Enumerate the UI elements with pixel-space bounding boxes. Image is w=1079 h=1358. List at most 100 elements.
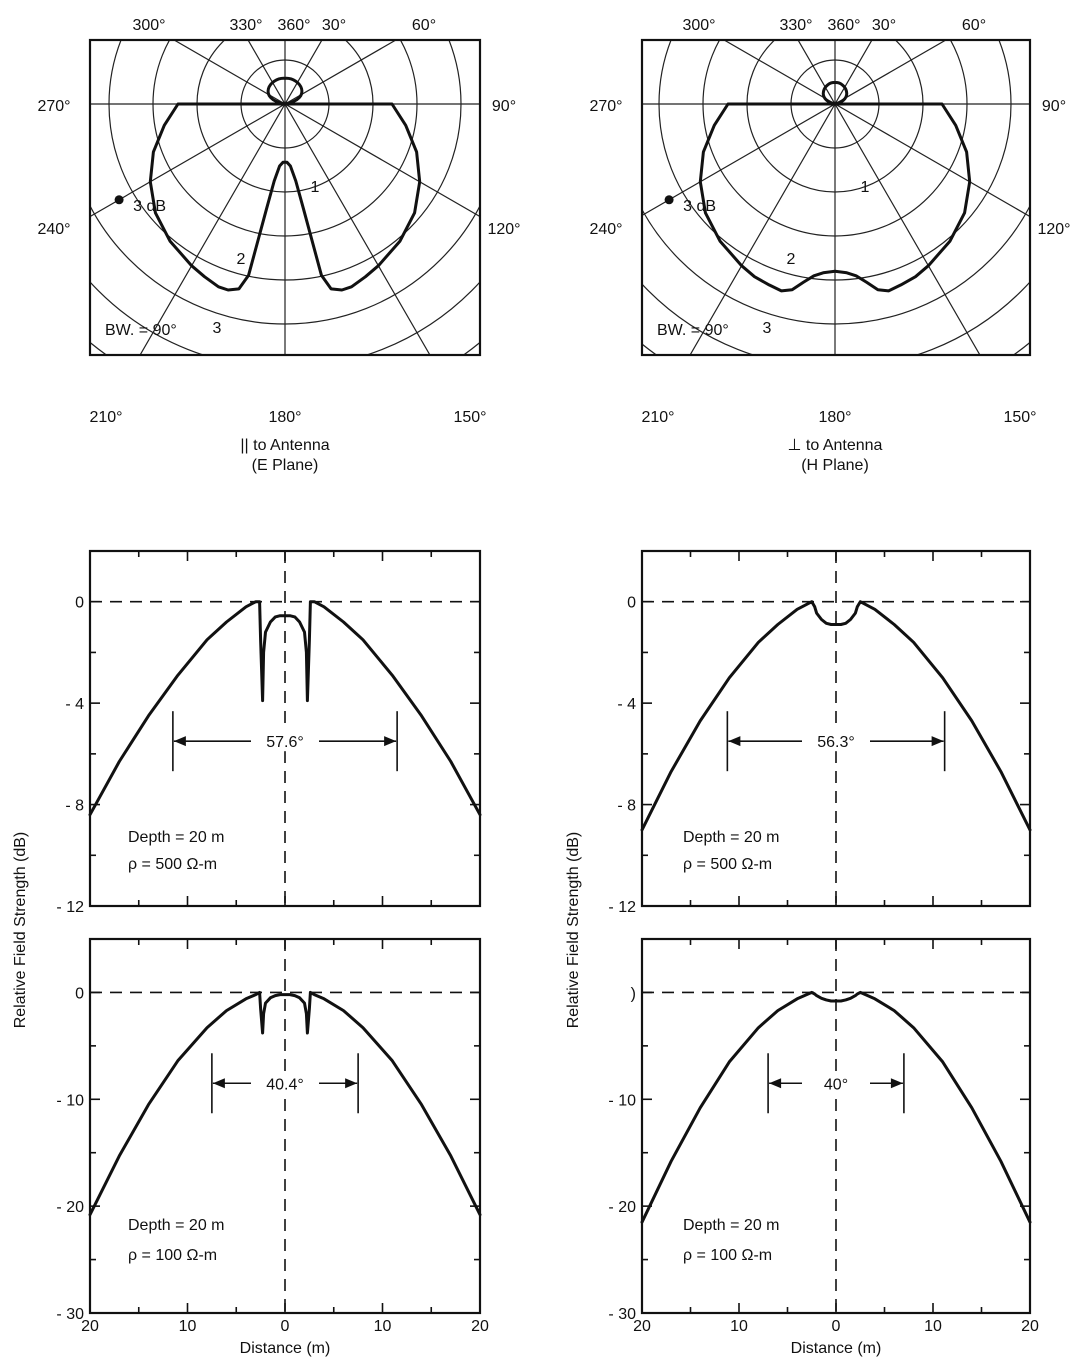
ring-label-2: 2 xyxy=(237,251,246,268)
x-tick-label: 10 xyxy=(924,1318,942,1335)
beamwidth-value: 56.3° xyxy=(817,734,855,751)
angle-label-30: 30° xyxy=(322,17,346,34)
annotation-bg xyxy=(124,1213,264,1267)
ring-label-3: 3 xyxy=(213,320,222,337)
angle-label-60: 60° xyxy=(962,17,986,34)
y-tick-label: - 10 xyxy=(608,1092,636,1109)
radiation-pattern-main-lobe xyxy=(698,102,972,293)
polar_e-grid xyxy=(0,0,637,456)
polar-grid-spoke xyxy=(139,40,323,355)
polar-grid-spoke xyxy=(689,40,873,355)
ring-label-1: 1 xyxy=(311,179,320,196)
angle-label-90: 90° xyxy=(1042,98,1066,115)
annotation-resistivity: ρ = 500 Ω-m xyxy=(128,856,217,873)
beamwidth-arrowhead-left xyxy=(769,1078,782,1089)
angle-label-150: 150° xyxy=(453,409,486,426)
polar_e-frame xyxy=(88,38,482,357)
angle-label-360: 360° xyxy=(827,17,860,34)
annotation-resistivity: ρ = 100 Ω-m xyxy=(683,1247,772,1264)
beamwidth-value: 40.4° xyxy=(266,1076,304,1093)
field-strength-curve xyxy=(640,990,1032,1224)
beamwidth-arrowhead-right xyxy=(384,736,397,747)
polar_h-grid xyxy=(439,0,1079,500)
annotation-depth: Depth = 20 m xyxy=(128,829,225,846)
plot-caption-orientation: || to Antenna xyxy=(240,437,329,454)
polar-grid-spoke xyxy=(90,40,398,218)
angle-label-150: 150° xyxy=(1003,409,1036,426)
polar_h-chart: 3 dB 1 2 3 BW. = 90° 300° 330° 360° 30° 60° 270° 90… xyxy=(439,0,1079,500)
three-db-marker xyxy=(664,195,674,205)
x-tick-label: 20 xyxy=(633,1318,651,1335)
radiation-pattern-back-lobe xyxy=(266,76,304,106)
beamwidth-arrowhead-left xyxy=(728,736,741,747)
angle-label-330: 330° xyxy=(229,17,262,34)
cut_h_100-chart: 40°Depth = 20 mρ = 100 Ω-m)- 10- 20- 302… xyxy=(608,937,1039,1357)
ring-label-1: 1 xyxy=(861,179,870,196)
ring-label-3: 3 xyxy=(763,320,772,337)
angle-label-120: 120° xyxy=(487,221,520,238)
annotation-resistivity: ρ = 100 Ω-m xyxy=(128,1247,217,1264)
cut_e_100-frame xyxy=(88,937,482,1315)
cut_e_500-frame xyxy=(88,549,482,908)
angle-label-120: 120° xyxy=(1037,221,1070,238)
y-tick-label: 0 xyxy=(75,595,84,612)
polar_e-chart: 3 dB 1 2 3 BW. = 90° 300° 330° 360° 30° 60° 270° 90… xyxy=(0,0,637,474)
y-tick-label: ) xyxy=(631,985,636,1002)
ring-label-2: 2 xyxy=(787,251,796,268)
x-tick-label: 10 xyxy=(374,1318,392,1335)
radiation-pattern-main-lobe xyxy=(148,102,422,292)
polar-grid-ring xyxy=(642,341,1030,355)
plot-caption-orientation: ⊥ to Antenna xyxy=(788,437,883,454)
x-tick-label: 10 xyxy=(730,1318,748,1335)
three-db-label: 3 dB xyxy=(683,198,716,215)
angle-label-270: 270° xyxy=(589,98,622,115)
beamwidth-value: 57.6° xyxy=(266,734,304,751)
plot-caption-plane: (H Plane) xyxy=(801,457,869,474)
cut_h_100-frame xyxy=(640,937,1032,1315)
polar-grid-spoke xyxy=(642,40,948,217)
annotation-bg xyxy=(124,825,264,876)
y-tick-label: - 20 xyxy=(608,1199,636,1216)
annotation-resistivity: ρ = 500 Ω-m xyxy=(683,856,772,873)
y-tick-label: - 30 xyxy=(608,1306,636,1323)
annotation-depth: Depth = 20 m xyxy=(128,1217,225,1234)
angle-label-300: 300° xyxy=(682,17,715,34)
x-tick-label: 10 xyxy=(179,1318,197,1335)
plot-caption-plane: (E Plane) xyxy=(252,457,319,474)
x-axis-label: Distance (m) xyxy=(791,1340,882,1357)
y-tick-label: - 10 xyxy=(56,1092,84,1109)
polar-grid-ring xyxy=(483,0,1079,456)
y-tick-label: - 8 xyxy=(65,798,84,815)
annotation-bg xyxy=(679,825,819,876)
polar-grid-spoke xyxy=(797,40,981,355)
three-db-label: 3 dB xyxy=(133,198,166,215)
polar-grid-ring xyxy=(0,0,637,456)
beamwidth-arrowhead-right xyxy=(931,736,944,747)
polar-grid-spoke xyxy=(172,40,480,218)
beamwidth-arrowhead-left xyxy=(212,1078,225,1089)
cut_e_100-chart: 40.4° Depth = 20 m ρ = 100 Ω-m 0 - 10 - 20 - 3… xyxy=(56,937,489,1357)
beamwidth-label-bg xyxy=(253,729,317,752)
beamwidth-arrowhead-left xyxy=(173,736,186,747)
angle-label-300: 300° xyxy=(132,17,165,34)
beamwidth-label-bg xyxy=(804,1071,868,1094)
angle-label-330: 330° xyxy=(779,17,812,34)
field-strength-curve xyxy=(640,600,1032,832)
x-axis-label: Distance (m) xyxy=(240,1340,331,1357)
angle-label-180: 180° xyxy=(268,409,301,426)
angle-label-360: 360° xyxy=(277,17,310,34)
y-tick-label: - 4 xyxy=(617,696,636,713)
y-tick-label: - 8 xyxy=(617,798,636,815)
y-axis-label-left: Relative Field Strength (dB) xyxy=(12,832,29,1029)
polar-grid-ring xyxy=(642,280,1030,355)
angle-label-180: 180° xyxy=(818,409,851,426)
polar-grid-ring xyxy=(439,0,1079,500)
beamwidth-label-bg xyxy=(253,1071,317,1094)
three-db-marker xyxy=(114,195,124,205)
annotation-depth: Depth = 20 m xyxy=(683,829,780,846)
x-tick-label: 20 xyxy=(81,1318,99,1335)
y-tick-label: 0 xyxy=(627,595,636,612)
angle-label-210: 210° xyxy=(641,409,674,426)
beamwidth-value: 40° xyxy=(824,1076,848,1093)
beamwidth-arrowhead-right xyxy=(345,1078,358,1089)
